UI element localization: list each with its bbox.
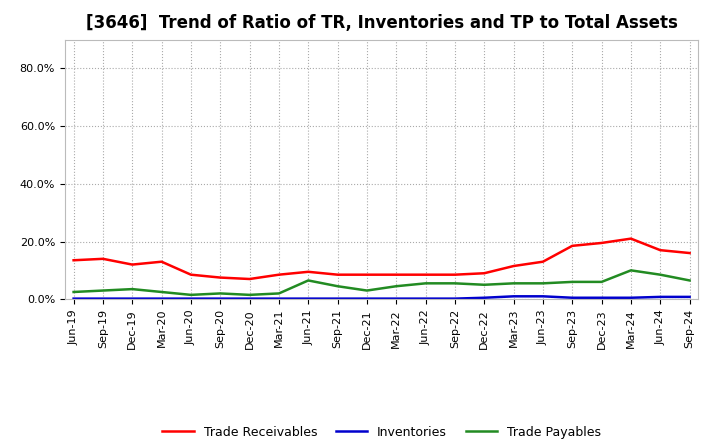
Inventories: [216, 296, 225, 301]
Trade Receivables: [685, 250, 694, 256]
Trade Payables: [539, 281, 547, 286]
Trade Receivables: [69, 258, 78, 263]
Inventories: [656, 294, 665, 300]
Trade Payables: [568, 279, 577, 285]
Line: Trade Payables: Trade Payables: [73, 270, 690, 295]
Inventories: [186, 296, 195, 301]
Trade Receivables: [598, 240, 606, 246]
Line: Trade Receivables: Trade Receivables: [73, 238, 690, 279]
Inventories: [509, 293, 518, 299]
Trade Receivables: [333, 272, 342, 277]
Inventories: [392, 296, 400, 301]
Trade Payables: [451, 281, 459, 286]
Trade Receivables: [421, 272, 430, 277]
Trade Receivables: [568, 243, 577, 249]
Trade Receivables: [274, 272, 283, 277]
Trade Receivables: [539, 259, 547, 264]
Inventories: [421, 296, 430, 301]
Trade Payables: [216, 291, 225, 296]
Trade Payables: [157, 290, 166, 295]
Trade Receivables: [480, 271, 489, 276]
Trade Payables: [333, 284, 342, 289]
Trade Receivables: [186, 272, 195, 277]
Inventories: [157, 296, 166, 301]
Inventories: [99, 296, 107, 301]
Trade Receivables: [656, 248, 665, 253]
Trade Payables: [598, 279, 606, 285]
Trade Payables: [274, 291, 283, 296]
Trade Receivables: [99, 256, 107, 261]
Trade Payables: [421, 281, 430, 286]
Trade Payables: [186, 292, 195, 297]
Inventories: [451, 296, 459, 301]
Inventories: [246, 296, 254, 301]
Trade Payables: [99, 288, 107, 293]
Trade Payables: [656, 272, 665, 277]
Trade Payables: [363, 288, 372, 293]
Trade Payables: [685, 278, 694, 283]
Trade Payables: [509, 281, 518, 286]
Trade Receivables: [216, 275, 225, 280]
Trade Payables: [128, 286, 137, 292]
Inventories: [598, 295, 606, 301]
Trade Receivables: [626, 236, 635, 241]
Trade Payables: [392, 284, 400, 289]
Trade Receivables: [451, 272, 459, 277]
Inventories: [685, 294, 694, 300]
Inventories: [333, 296, 342, 301]
Title: [3646]  Trend of Ratio of TR, Inventories and TP to Total Assets: [3646] Trend of Ratio of TR, Inventories…: [86, 15, 678, 33]
Inventories: [539, 293, 547, 299]
Trade Receivables: [157, 259, 166, 264]
Legend: Trade Receivables, Inventories, Trade Payables: Trade Receivables, Inventories, Trade Pa…: [157, 421, 606, 440]
Trade Payables: [626, 268, 635, 273]
Inventories: [568, 295, 577, 301]
Inventories: [363, 296, 372, 301]
Inventories: [480, 295, 489, 301]
Trade Payables: [69, 290, 78, 295]
Trade Payables: [480, 282, 489, 287]
Trade Receivables: [128, 262, 137, 267]
Trade Receivables: [509, 264, 518, 269]
Inventories: [128, 296, 137, 301]
Inventories: [626, 295, 635, 301]
Inventories: [274, 296, 283, 301]
Trade Payables: [246, 292, 254, 297]
Inventories: [69, 296, 78, 301]
Trade Receivables: [392, 272, 400, 277]
Inventories: [304, 296, 312, 301]
Line: Inventories: Inventories: [73, 296, 690, 299]
Trade Receivables: [304, 269, 312, 275]
Trade Payables: [304, 278, 312, 283]
Trade Receivables: [363, 272, 372, 277]
Trade Receivables: [246, 276, 254, 282]
